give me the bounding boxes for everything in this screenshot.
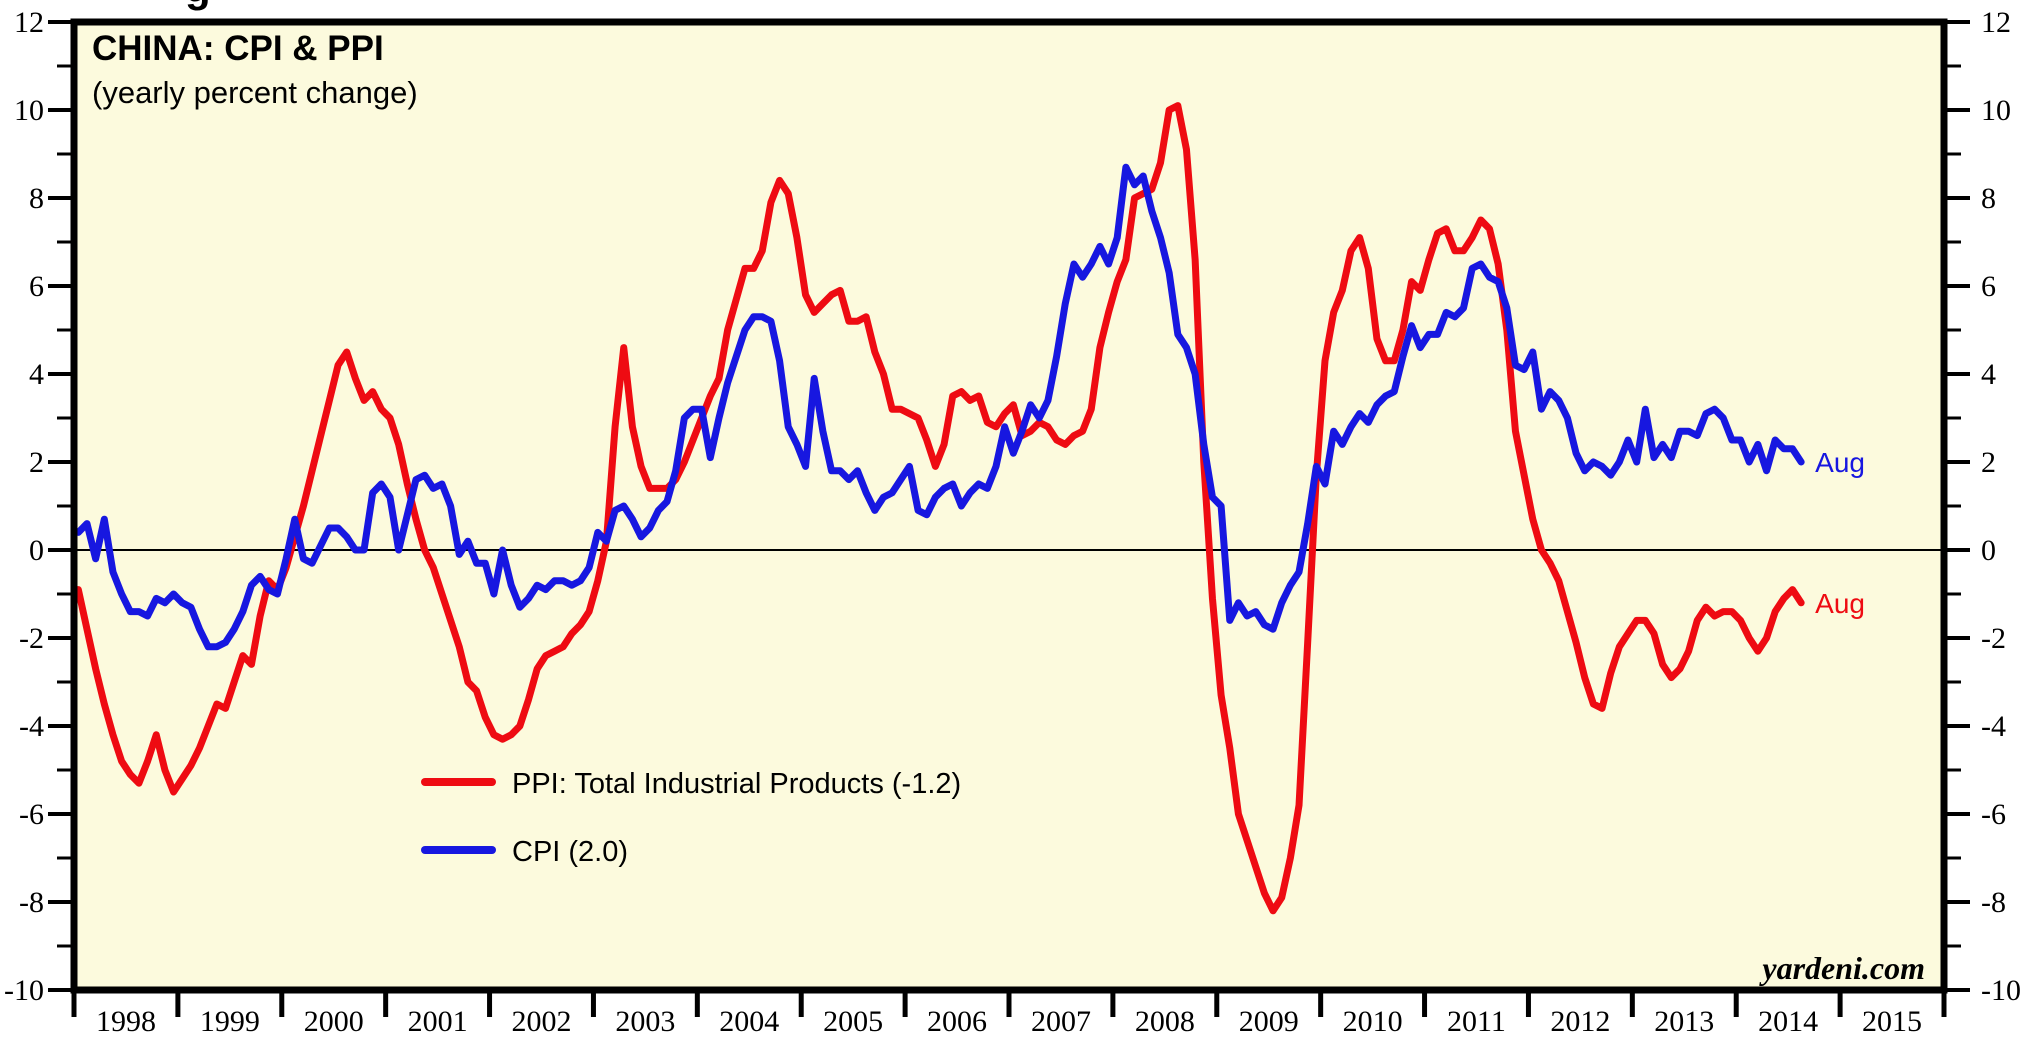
- svg-text:-6: -6: [1981, 798, 2006, 831]
- svg-text:2013: 2013: [1654, 1005, 1714, 1038]
- svg-text:2009: 2009: [1239, 1005, 1299, 1038]
- svg-text:-10: -10: [4, 974, 44, 1007]
- plot-area: [74, 22, 1944, 990]
- svg-text:2000: 2000: [304, 1005, 364, 1038]
- svg-text:2005: 2005: [823, 1005, 883, 1038]
- legend: PPI: Total Industrial Products (-1.2) CP…: [421, 768, 961, 868]
- svg-text:4: 4: [29, 358, 44, 391]
- watermark: yardeni.com: [1758, 950, 1925, 986]
- y-axis-ticks: [48, 20, 1970, 992]
- svg-text:2015: 2015: [1862, 1005, 1922, 1038]
- svg-text:2: 2: [29, 446, 44, 479]
- svg-text:-6: -6: [19, 798, 44, 831]
- chart-subtitle: (yearly percent change): [92, 75, 418, 110]
- svg-text:8: 8: [1981, 182, 1996, 215]
- y-axis-labels-right: -10 -8 -6 -4 -2 0 2 4 6 8 10 12: [1981, 6, 2021, 1007]
- svg-text:1998: 1998: [96, 1005, 156, 1038]
- svg-text:0: 0: [1981, 534, 1996, 567]
- y-axis-labels-left: -10 -8 -6 -4 -2 0 2 4 6 8 10 12: [4, 6, 44, 1007]
- svg-text:0: 0: [29, 534, 44, 567]
- svg-text:2007: 2007: [1031, 1005, 1091, 1038]
- svg-text:2008: 2008: [1135, 1005, 1195, 1038]
- svg-text:2011: 2011: [1447, 1005, 1506, 1038]
- svg-text:2010: 2010: [1343, 1005, 1403, 1038]
- svg-text:1999: 1999: [200, 1005, 260, 1038]
- svg-text:-4: -4: [19, 710, 44, 743]
- ppi-line: [74, 102, 1805, 915]
- svg-text:12: 12: [1981, 6, 2011, 39]
- svg-text:2002: 2002: [512, 1005, 572, 1038]
- svg-text:-10: -10: [1981, 974, 2021, 1007]
- svg-text:4: 4: [1981, 358, 1996, 391]
- svg-text:2: 2: [1981, 446, 1996, 479]
- svg-text:2004: 2004: [719, 1005, 779, 1038]
- svg-text:2001: 2001: [408, 1005, 468, 1038]
- svg-text:-8: -8: [1981, 886, 2006, 919]
- svg-text:10: 10: [1981, 94, 2011, 127]
- svg-text:-8: -8: [19, 886, 44, 919]
- chart-title: CHINA: CPI & PPI: [92, 29, 384, 68]
- x-axis-ticks: [71, 990, 1947, 1017]
- svg-text:2014: 2014: [1758, 1005, 1818, 1038]
- ppi-end-label: Aug: [1815, 588, 1865, 619]
- svg-text:12: 12: [14, 6, 44, 39]
- svg-text:2012: 2012: [1550, 1005, 1610, 1038]
- svg-text:2003: 2003: [615, 1005, 675, 1038]
- svg-text:2006: 2006: [927, 1005, 987, 1038]
- legend-label-ppi: PPI: Total Industrial Products (-1.2): [512, 768, 961, 800]
- legend-label-cpi: CPI (2.0): [512, 836, 628, 868]
- clipped-top-text: g: [185, 0, 211, 11]
- svg-text:8: 8: [29, 182, 44, 215]
- x-axis-year-labels: 1998 1999 2000 2001 2002 2003 2004 2005 2006 2007…: [96, 1005, 1922, 1038]
- svg-text:6: 6: [29, 270, 44, 303]
- svg-text:-2: -2: [1981, 622, 2006, 655]
- cpi-end-label: Aug: [1815, 447, 1865, 478]
- svg-text:-4: -4: [1981, 710, 2006, 743]
- svg-text:10: 10: [14, 94, 44, 127]
- svg-text:6: 6: [1981, 270, 1996, 303]
- svg-text:-2: -2: [19, 622, 44, 655]
- cpi-line: [74, 163, 1805, 651]
